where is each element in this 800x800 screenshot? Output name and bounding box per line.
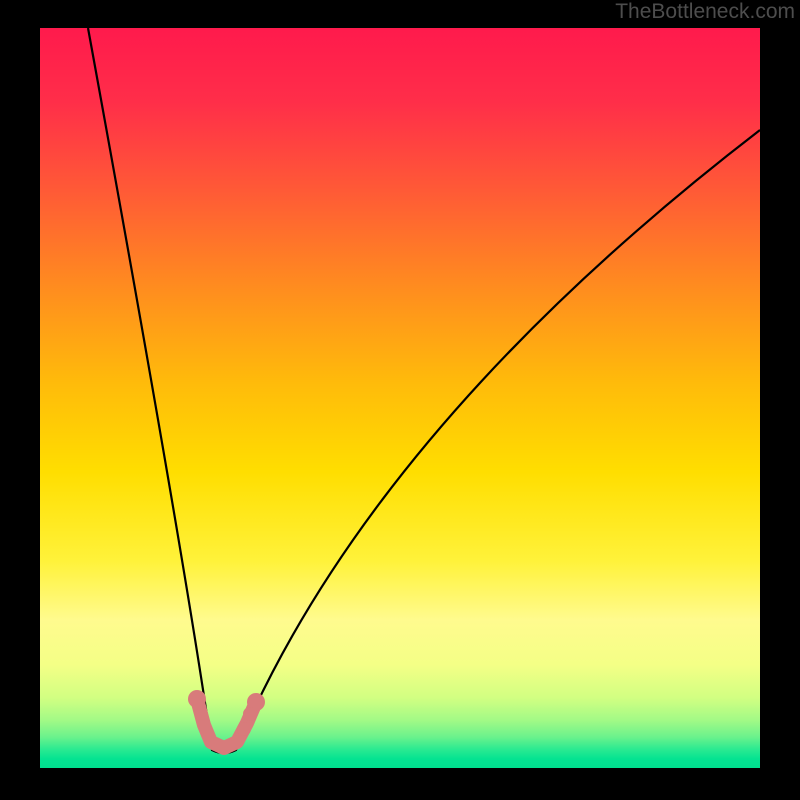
highlight-dot [237,722,251,736]
plot-background [40,28,760,768]
highlight-dot [243,707,257,721]
watermark-text: TheBottleneck.com [615,0,795,24]
highlight-dot [188,690,206,708]
bottleneck-chart [0,0,800,800]
chart-container: TheBottleneck.com [0,0,800,800]
